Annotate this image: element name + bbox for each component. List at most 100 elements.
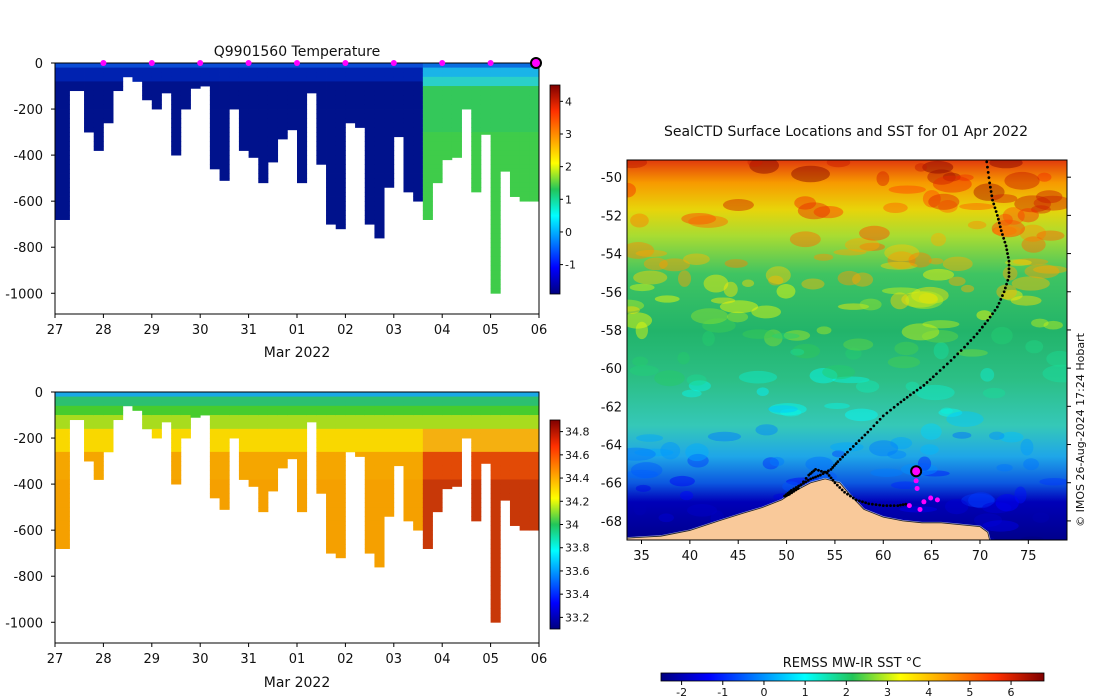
profile-cell (529, 442, 540, 448)
profile-cell (413, 442, 424, 448)
profile-cell (277, 447, 288, 453)
profile-cell (248, 433, 259, 439)
profile-cell (219, 122, 230, 128)
profile-cell (432, 401, 443, 407)
profile-cell (442, 396, 453, 402)
track-point (857, 439, 861, 443)
profile-cell (374, 141, 385, 147)
profile-cell (326, 173, 337, 179)
profile-cell (500, 410, 511, 416)
track-point (963, 345, 966, 349)
profile-cell (219, 145, 230, 151)
profile-cell (55, 438, 70, 444)
profile-cell (180, 433, 191, 439)
profile-cell (384, 497, 395, 503)
profile-cell (93, 122, 104, 128)
profile-cell (422, 516, 433, 522)
track-point (792, 489, 796, 493)
profile-cell (161, 410, 172, 416)
sst-patch (831, 450, 846, 458)
profile-cell (55, 502, 70, 508)
profile-cell (219, 67, 230, 73)
profile-cell (190, 63, 201, 69)
track-point (991, 312, 994, 316)
profile-cell (219, 127, 230, 133)
profile-cell (345, 433, 356, 439)
profile-cell (277, 410, 288, 416)
profile-cell (335, 90, 346, 96)
profile-cell (229, 410, 240, 416)
profile-cell (403, 497, 414, 503)
profile-cell (248, 145, 259, 151)
profile-cell (393, 447, 404, 453)
profile-cell (209, 456, 220, 462)
profile-cell (84, 63, 95, 69)
profile-cell (432, 507, 443, 513)
profile-cell (393, 401, 404, 407)
profile-cell (306, 90, 317, 94)
sst-patch (942, 256, 973, 272)
sst-patch (678, 270, 692, 287)
sst-patch (990, 194, 1018, 203)
profile-cell (509, 520, 521, 526)
colorbar-tick-label: 3 (884, 686, 891, 699)
x-tick-label: 40 (682, 549, 699, 564)
profile-cell (509, 451, 521, 457)
profile-cell (471, 182, 482, 188)
profile-cell (490, 242, 501, 248)
profile-cell (422, 63, 433, 69)
sst-patch (911, 286, 949, 304)
profile-cell (384, 104, 395, 110)
profile-cell (258, 164, 269, 170)
sst-patch (927, 169, 956, 185)
profile-cell (219, 159, 230, 165)
profile-cell (529, 456, 540, 462)
profile-cell (413, 118, 424, 124)
profile-cell (490, 516, 501, 522)
profile-cell (326, 410, 337, 416)
profile-cell (490, 233, 501, 239)
profile-cell (326, 81, 337, 87)
profile-cell (142, 81, 153, 87)
track-point (901, 503, 905, 507)
sst-patch (703, 274, 729, 293)
profile-cell (142, 76, 153, 82)
profile-cell (519, 451, 530, 457)
surface-marker (100, 60, 107, 66)
profile-cell (403, 168, 414, 174)
profile-cell (335, 392, 346, 398)
profile-cell (55, 95, 70, 101)
sst-patch (1019, 224, 1047, 242)
profile-cell (200, 396, 211, 402)
profile-cell (374, 136, 385, 142)
profile-cell (69, 67, 85, 73)
track-point (990, 194, 994, 198)
profile-cell (490, 442, 501, 448)
profile-cell (364, 67, 375, 73)
profile-cell (422, 132, 433, 138)
profile-cell (219, 470, 230, 476)
profile-cell (480, 86, 491, 92)
profile-cell (490, 419, 501, 425)
profile-cell (413, 520, 424, 526)
profile-cell (490, 617, 501, 623)
profile-cell (93, 415, 104, 421)
profile-cell (238, 99, 249, 105)
y-tick-label: -54 (601, 248, 622, 263)
profile-cell (413, 461, 424, 467)
profile-cell (297, 401, 308, 407)
profile-cell (55, 405, 70, 411)
profile-cell (364, 150, 375, 156)
profile-cell (364, 396, 375, 402)
profile-cell (490, 99, 501, 105)
profile-cell (393, 118, 404, 124)
profile-cell (374, 173, 385, 179)
track-point (1006, 278, 1010, 282)
profile-cell (335, 543, 346, 549)
profile-cell (142, 63, 153, 69)
profile-cell (403, 424, 414, 430)
track-point (956, 352, 960, 356)
profile-cell (267, 86, 279, 92)
profile-cell (490, 72, 501, 78)
profile-cell (151, 405, 162, 411)
